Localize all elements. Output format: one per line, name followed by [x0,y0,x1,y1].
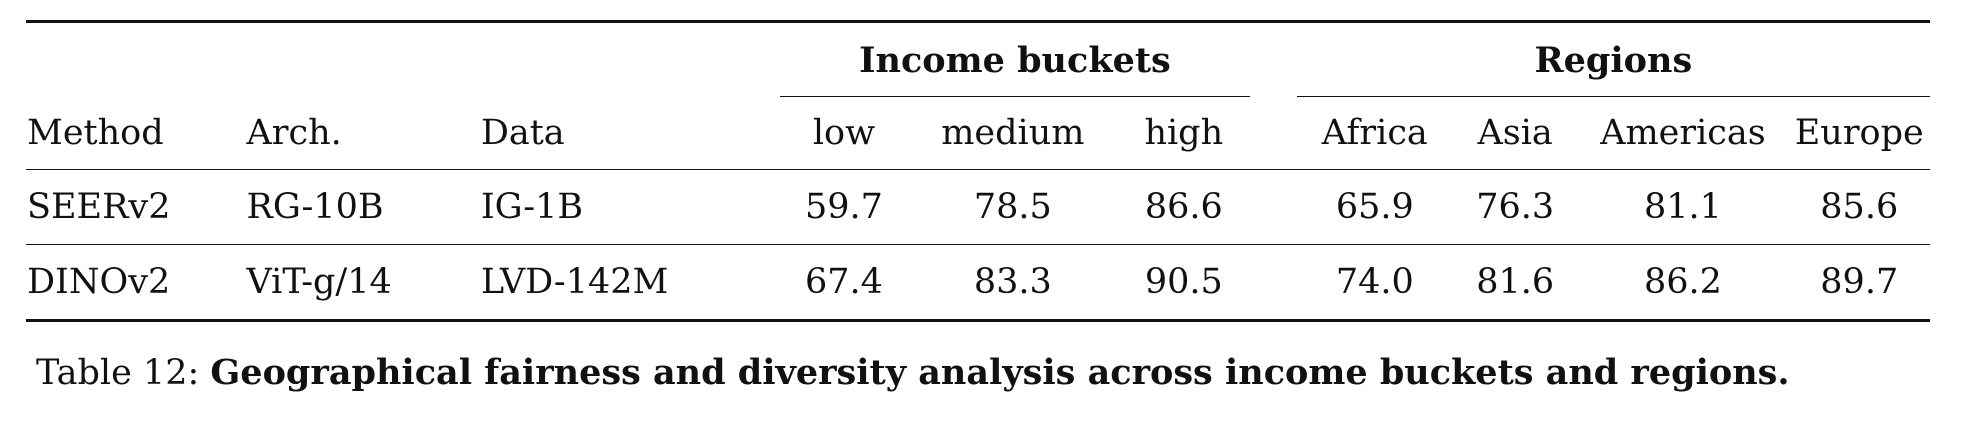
column-header-arch: Arch. [246,113,342,153]
caption-label: Table 12: [36,353,200,393]
cell-africa: 65.9 [1335,187,1414,227]
column-header-low: low [812,113,876,153]
table-row: SEERv2 RG-10B IG-1B 59.7 78.5 86.6 65.9 … [26,169,1930,245]
results-table: Income buckets Regions Method Arch. Data… [26,20,1930,322]
cell-africa: 74.0 [1335,262,1414,302]
cell-arch: RG-10B [246,187,384,227]
income-buckets-header: Income buckets [779,22,1251,97]
cell-europe: 85.6 [1820,187,1899,227]
column-header-africa: Africa [1321,113,1428,153]
column-header-europe: Europe [1794,113,1924,153]
cell-data: LVD-142M [480,262,669,302]
regions-rule [1296,96,1930,97]
cell-low: 59.7 [804,187,883,227]
column-header-data: Data [480,113,565,153]
cell-asia: 81.6 [1476,262,1555,302]
cell-medium: 78.5 [973,187,1052,227]
cell-high: 86.6 [1144,187,1223,227]
cell-method: SEERv2 [27,187,171,227]
table-caption: Table 12: Geographical fairness and dive… [36,352,1790,393]
column-header-americas: Americas [1600,113,1766,153]
cell-arch: ViT-g/14 [246,262,392,302]
cell-europe: 89.7 [1820,262,1899,302]
group-header-row: Income buckets Regions [26,21,1930,97]
income-buckets-rule [779,96,1251,97]
cell-data: IG-1B [480,187,584,227]
regions-header: Regions [1296,22,1930,97]
column-header-high: high [1144,113,1224,153]
column-header-row: Method Arch. Data low medium high Africa… [26,97,1930,170]
cell-low: 67.4 [804,262,883,302]
cell-high: 90.5 [1144,262,1223,302]
table-row: DINOv2 ViT-g/14 LVD-142M 67.4 83.3 90.5 … [26,244,1930,321]
cell-americas: 81.1 [1643,187,1722,227]
cell-method: DINOv2 [27,262,171,302]
cell-medium: 83.3 [973,262,1052,302]
caption-text: Geographical fairness and diversity anal… [210,352,1790,393]
cell-americas: 86.2 [1643,262,1722,302]
column-header-medium: medium [941,113,1085,153]
column-header-method: Method [27,113,164,153]
column-header-asia: Asia [1477,113,1553,153]
cell-asia: 76.3 [1476,187,1555,227]
results-table-container: Income buckets Regions Method Arch. Data… [26,20,1930,322]
